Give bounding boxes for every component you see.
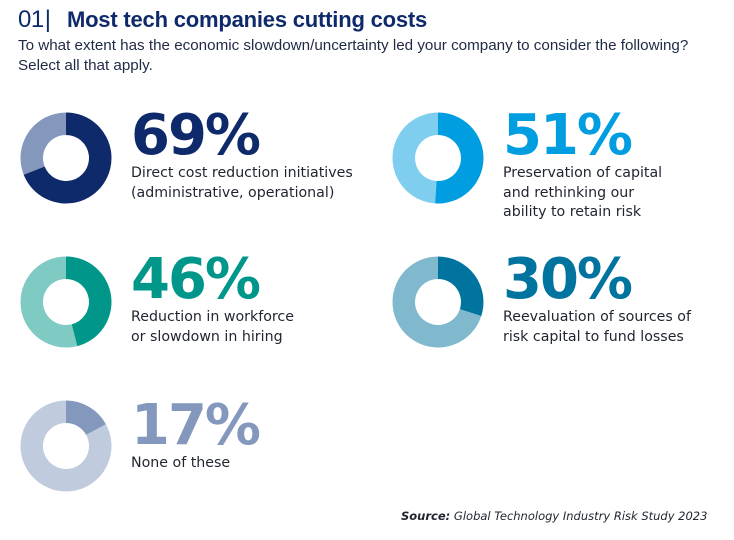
- title-row: 01 | Most tech companies cutting costs: [18, 6, 718, 34]
- description-line: and rethinking our: [503, 184, 635, 201]
- percentage-label: 51%: [503, 103, 633, 168]
- donut-direct-cost-reduction: [20, 112, 112, 204]
- donut-reevaluation-of-risk-capital: [392, 256, 484, 348]
- source-text: Global Technology Industry Risk Study 20…: [453, 509, 708, 523]
- description-line: Reduction in workforce: [131, 309, 294, 325]
- donut-remainder-slice: [20, 256, 78, 348]
- donut-remainder-slice: [20, 112, 66, 175]
- donut-remainder-slice: [392, 112, 438, 204]
- stat-reduction-in-workforce: 46% Reduction in workforce or slowdown in …: [131, 252, 294, 347]
- donut-remainder-slice: [20, 400, 112, 492]
- description-line: Direct cost reduction initiatives: [131, 165, 353, 181]
- stat-preservation-of-capital: 51% Preservation of capital and rethinking…: [503, 108, 662, 223]
- description-line: Preservation of capital: [503, 165, 663, 181]
- donut-value-slice: [66, 256, 112, 347]
- stat-description: Preservation of capital and rethinking ou…: [503, 164, 662, 223]
- donut-value-slice: [438, 256, 484, 317]
- percentage-label: 17%: [131, 393, 261, 458]
- donut-reduction-in-workforce: [20, 256, 112, 348]
- source-note: Source: Global Technology Industry Risk …: [401, 509, 707, 523]
- percentage-label: 69%: [131, 103, 261, 168]
- description-line: or slowdown in hiring: [131, 328, 283, 345]
- section-separator: |: [44, 6, 51, 33]
- stat-reevaluation-of-risk-capital: 30% Reevaluation of sources of risk capita…: [503, 252, 691, 347]
- percentage-label: 46%: [131, 247, 261, 312]
- chart-header: 01 | Most tech companies cutting costs T…: [18, 6, 718, 76]
- chart-title: Most tech companies cutting costs: [66, 7, 428, 32]
- description-line: (administrative, operational): [131, 184, 335, 201]
- stat-direct-cost-reduction: 69% Direct cost reduction initiatives (adm…: [131, 108, 353, 203]
- donut-value-slice: [23, 112, 112, 204]
- description-line: ability to retain risk: [503, 204, 642, 220]
- stat-description: Reduction in workforce or slowdown in hir…: [131, 308, 294, 347]
- description-line: risk capital to fund losses: [503, 328, 684, 345]
- source-label: Source:: [401, 509, 451, 523]
- stat-description: Reevaluation of sources of risk capital t…: [503, 308, 691, 347]
- donut-remainder-slice: [392, 256, 482, 348]
- donut-value-slice: [66, 400, 106, 435]
- description-line: Reevaluation of sources of: [503, 309, 691, 325]
- percentage-label: 30%: [503, 247, 633, 312]
- stat-none-of-these: 17% None of these: [131, 393, 261, 474]
- donut-none-of-these: [20, 400, 112, 492]
- donut-preservation-of-capital: [392, 112, 484, 204]
- description-line: None of these: [131, 455, 231, 471]
- stat-description: Direct cost reduction initiatives (admini…: [131, 164, 353, 203]
- chart-subtitle: To what extent has the economic slowdown…: [18, 37, 689, 74]
- donut-value-slice: [435, 112, 484, 204]
- stat-description: None of these: [131, 454, 259, 474]
- section-number: 01: [18, 6, 44, 33]
